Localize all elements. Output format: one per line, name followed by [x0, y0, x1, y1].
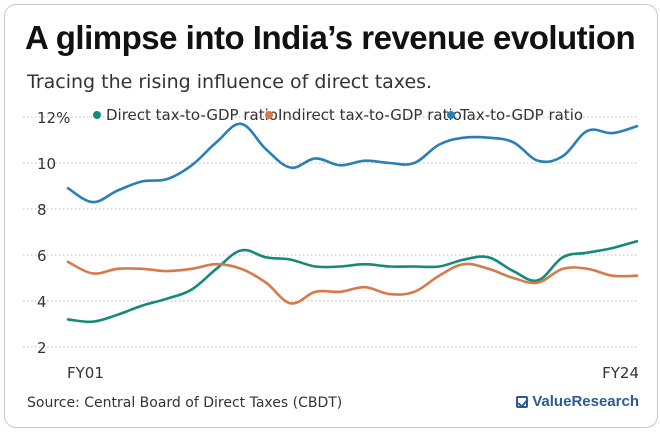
x-tick-label: FY24 [602, 364, 639, 382]
y-tick-label: 8 [37, 201, 47, 219]
y-tick-label: 2 [37, 339, 47, 357]
brand-logo[interactable]: ValueResearch [516, 393, 639, 410]
legend-marker [265, 111, 273, 119]
chart-subtitle: Tracing the rising influence of direct t… [27, 71, 433, 93]
y-tick-label: 4 [37, 293, 47, 311]
chart-title: A glimpse into India’s revenue evolution [25, 19, 636, 56]
y-axis-tick-labels: 2 4 6 8 10 12% [37, 109, 70, 357]
series-lines [66, 122, 639, 324]
brand-name: ValueResearch [532, 393, 639, 410]
chart-card: A glimpse into India’s revenue evolution… [4, 4, 658, 428]
legend-item: Indirect tax-to-GDP ratio [265, 106, 462, 124]
legend-label: Tax-to-GDP ratio [459, 106, 583, 124]
total-tax-line [66, 122, 639, 204]
indirect-tax-line [66, 260, 639, 305]
direct-tax-line [66, 239, 639, 324]
legend: Direct tax-to-GDP ratio Indirect tax-to-G… [93, 106, 583, 124]
line-chart: 2 4 6 8 10 12% FY01 FY24 Direct tax-to-GDP rat… [23, 106, 639, 382]
y-tick-label: 10 [37, 155, 56, 173]
x-axis-tick-labels: FY01 FY24 [67, 364, 639, 382]
y-tick-label: 12% [37, 109, 70, 127]
legend-marker [447, 111, 455, 119]
gridlines [23, 116, 639, 348]
legend-item: Direct tax-to-GDP ratio [93, 106, 278, 124]
x-tick-label: FY01 [67, 364, 104, 382]
source-note: Source: Central Board of Direct Taxes (C… [27, 395, 343, 411]
y-tick-label: 6 [37, 247, 47, 265]
legend-item: Tax-to-GDP ratio [447, 106, 583, 124]
legend-marker [93, 111, 101, 119]
legend-label: Indirect tax-to-GDP ratio [278, 106, 462, 124]
checkbox-logo-icon [516, 395, 529, 408]
legend-label: Direct tax-to-GDP ratio [106, 106, 278, 124]
